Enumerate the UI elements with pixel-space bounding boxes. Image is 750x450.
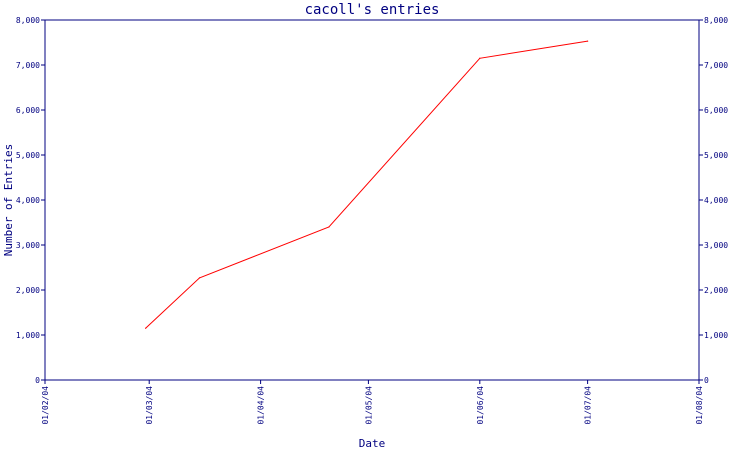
series-layer [145, 40, 589, 329]
y-tick-label-right: 7,000 [704, 61, 728, 70]
y-axis-right-ticks: 0 1,000 2,000 3,000 4,000 5,000 6,000 7,000 8,00… [699, 16, 728, 385]
y-tick-label-left: 1,000 [16, 331, 40, 340]
x-tick-label: 01/04/04 [257, 386, 266, 425]
y-tick-label-left: 8,000 [16, 16, 40, 25]
chart-title: cacoll's entries [305, 2, 440, 18]
x-axis-label: Date [359, 437, 386, 450]
x-tick-label: 01/05/04 [364, 386, 373, 425]
x-tick-label: 01/07/04 [584, 386, 593, 425]
y-tick-label-right: 1,000 [704, 331, 728, 340]
y-axis-left-ticks: 0 1,000 2,000 3,000 4,000 5,000 6,000 7,000 8,00… [16, 16, 45, 385]
y-tick-label-right: 8,000 [704, 16, 728, 25]
y-tick-label-right: 5,000 [704, 151, 728, 160]
x-tick-label: 01/06/04 [476, 386, 485, 425]
y-tick-label-left: 6,000 [16, 106, 40, 115]
plot-area-frame [44, 19, 700, 381]
x-tick-label: 01/08/04 [695, 386, 704, 425]
y-tick-label-left: 3,000 [16, 241, 40, 250]
y-tick-label-left: 7,000 [16, 61, 40, 70]
y-tick-label-right: 2,000 [704, 286, 728, 295]
y-tick-label-left: 0 [35, 376, 40, 385]
data-point [328, 226, 330, 228]
y-tick-label-left: 5,000 [16, 151, 40, 160]
y-tick-label-right: 3,000 [704, 241, 728, 250]
y-tick-label-right: 4,000 [704, 196, 728, 205]
data-point [479, 57, 481, 59]
data-point [145, 327, 147, 329]
data-point [198, 277, 201, 279]
y-tick-label-right: 6,000 [704, 106, 728, 115]
y-tick-label-right: 0 [704, 376, 709, 385]
series-line [145, 40, 588, 329]
y-axis-label: Number of Entries [2, 144, 15, 257]
x-tick-label: 01/02/04 [41, 386, 50, 425]
y-tick-label-left: 4,000 [16, 196, 40, 205]
x-axis-ticks: 01/02/04 01/03/04 01/04/04 01/05/04 01/06/04… [41, 380, 704, 425]
x-tick-label: 01/03/04 [145, 386, 154, 425]
y-tick-label-left: 2,000 [16, 286, 40, 295]
data-point [587, 40, 589, 42]
